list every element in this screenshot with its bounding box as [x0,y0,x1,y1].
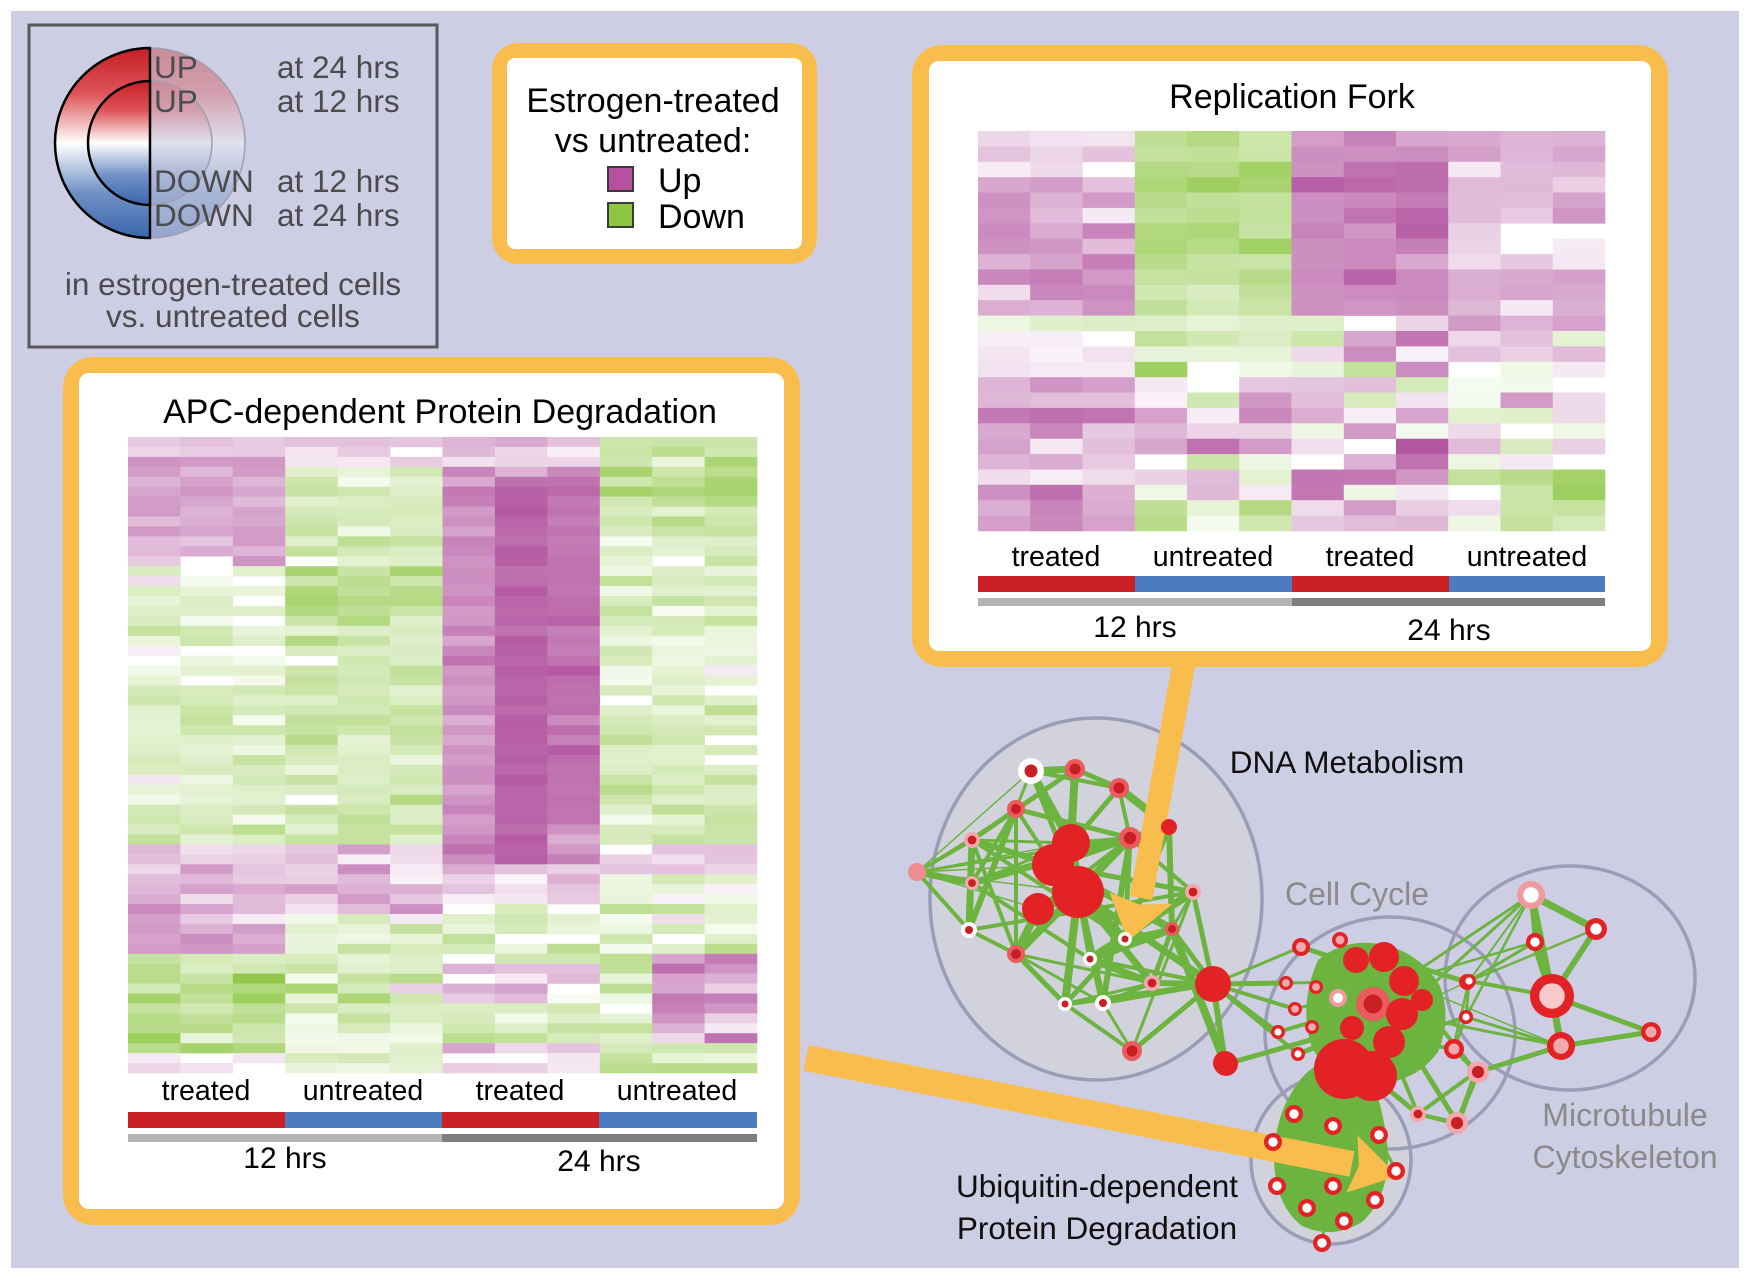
svg-text:treated: treated [1326,541,1415,573]
svg-text:12 hrs: 12 hrs [243,1142,326,1175]
svg-text:untreated: untreated [1153,541,1273,573]
svg-text:untreated: untreated [303,1075,423,1107]
svg-text:Cytoskeleton: Cytoskeleton [1533,1139,1718,1175]
svg-text:UP: UP [154,49,198,85]
svg-text:vs untreated:: vs untreated: [555,122,752,160]
svg-text:UP: UP [154,83,198,119]
svg-text:Protein Degradation: Protein Degradation [957,1210,1237,1246]
svg-text:vs. untreated cells: vs. untreated cells [106,298,360,334]
svg-text:at 24 hrs: at 24 hrs [277,197,400,233]
svg-text:Microtubule: Microtubule [1542,1097,1707,1133]
svg-text:DOWN: DOWN [154,197,254,233]
svg-text:treated: treated [1012,541,1101,573]
svg-text:untreated: untreated [1467,541,1587,573]
svg-text:Cell Cycle: Cell Cycle [1285,876,1429,912]
svg-text:DNA Metabolism: DNA Metabolism [1230,744,1465,780]
svg-text:treated: treated [162,1075,251,1107]
svg-text:at 12 hrs: at 12 hrs [277,163,400,199]
svg-text:12 hrs: 12 hrs [1093,611,1176,644]
svg-text:Up: Up [658,162,701,200]
svg-text:Down: Down [658,198,745,236]
svg-text:DOWN: DOWN [154,163,254,199]
svg-text:24 hrs: 24 hrs [1407,614,1490,647]
svg-text:treated: treated [476,1075,565,1107]
svg-text:Estrogen-treated: Estrogen-treated [526,82,779,120]
svg-text:Ubiquitin-dependent: Ubiquitin-dependent [956,1168,1238,1204]
svg-text:untreated: untreated [617,1075,737,1107]
svg-text:in estrogen-treated cells: in estrogen-treated cells [65,266,401,302]
svg-text:at 12 hrs: at 12 hrs [277,83,400,119]
svg-text:at 24 hrs: at 24 hrs [277,49,400,85]
svg-text:Replication Fork: Replication Fork [1169,78,1416,116]
svg-text:APC-dependent Protein Degradat: APC-dependent Protein Degradation [163,393,717,431]
svg-text:24 hrs: 24 hrs [557,1145,640,1178]
